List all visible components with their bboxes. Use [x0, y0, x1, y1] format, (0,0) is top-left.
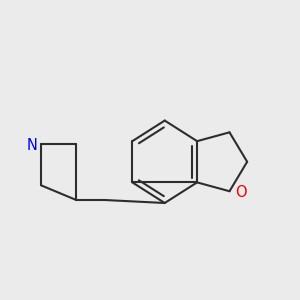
Text: O: O: [236, 185, 247, 200]
Text: N: N: [27, 138, 38, 153]
